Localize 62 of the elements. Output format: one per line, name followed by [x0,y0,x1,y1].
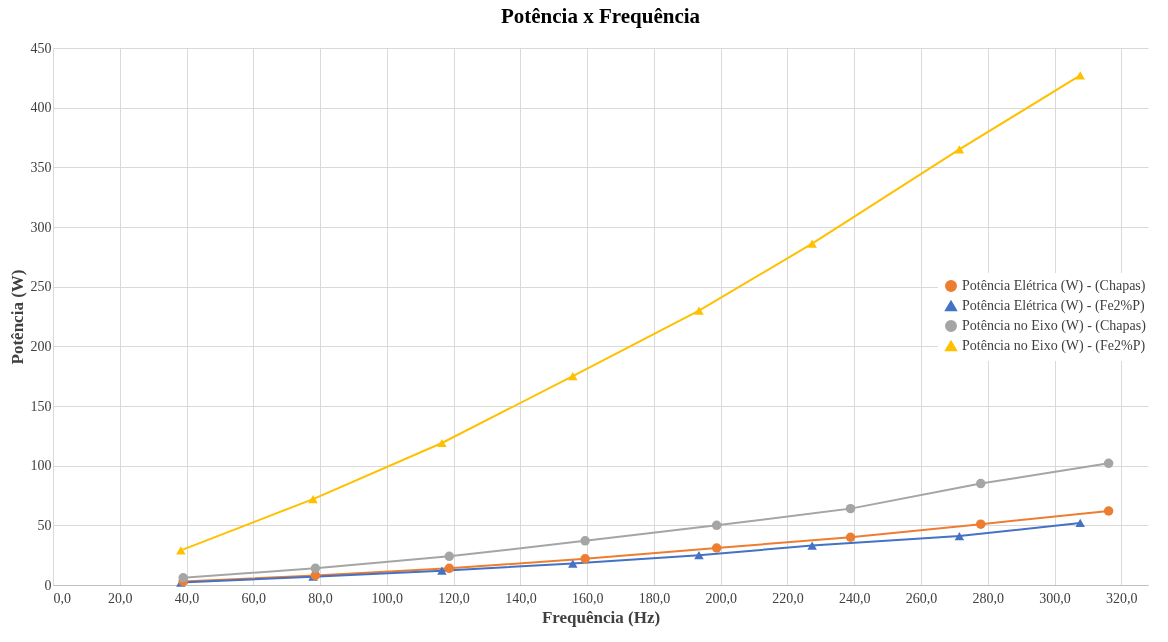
y-tick-label: 250 [30,279,52,295]
point [580,536,590,546]
x-tick-label: 260,0 [905,590,938,606]
point [1075,71,1085,80]
point [176,546,186,555]
y-tick-label: 450 [30,40,52,56]
point [976,478,986,489]
y-tick-label: 0 [44,577,52,593]
point [954,145,965,154]
x-tick-label: 100,0 [371,590,404,606]
x-axis-title: Frequência (Hz) [541,607,661,627]
point [845,503,856,514]
x-tick-label: 60,0 [241,590,267,606]
x-tick-label: 40,0 [174,590,200,606]
point [437,438,447,448]
x-tick-label: 80,0 [308,590,333,606]
y-tick-label: 50 [37,517,52,533]
point [1075,518,1085,528]
point [807,239,817,248]
point [807,541,817,550]
point [694,551,704,560]
y-tick-label: 350 [30,159,52,175]
point [308,494,318,504]
x-tick-label: 180,0 [638,590,671,606]
y-axis-title: Potência (W) [7,269,27,365]
point [568,372,578,381]
point [954,531,965,541]
legend-label: Potência no Eixo (W) - (Fe2%P) [962,338,1146,354]
point [580,554,590,564]
x-tick-label: 120,0 [438,590,470,606]
x-tick-label: 140,0 [505,590,537,606]
point [711,520,722,531]
point [976,519,986,529]
point [444,551,455,562]
chart-title: Potência x Frequência [500,4,701,28]
legend-label: Potência no Eixo (W) - (Chapas) [962,318,1147,334]
point [694,306,704,315]
x-tick-label: 20,0 [108,590,133,606]
y-tick-label: 200 [30,338,52,354]
legend-label: Potência Elétrica (W) - (Fe2%P) [962,298,1146,314]
point [711,543,722,553]
x-tick-label: 160,0 [571,590,604,606]
point [1103,506,1114,516]
x-tick-label: 220,0 [772,590,804,606]
legend-label: Potência Elétrica (W) - (Chapas) [962,278,1146,294]
point [310,563,321,574]
point [568,559,578,568]
y-tick-label: 300 [30,219,52,235]
x-tick-label: 320,0 [1106,590,1138,606]
y-tick-label: 100 [30,458,52,474]
point [845,532,856,542]
x-tick-label: 200,0 [705,590,737,606]
y-tick-label: 150 [30,398,52,414]
x-tick-label: 300,0 [1039,590,1071,606]
point [437,566,447,575]
x-tick-label: 280,0 [972,590,1005,606]
x-tick-label: 0,0 [53,590,71,606]
x-tick-label: 240,0 [838,590,871,606]
point [1103,458,1114,469]
point [178,573,188,583]
y-tick-label: 400 [30,100,52,116]
point [444,563,455,574]
